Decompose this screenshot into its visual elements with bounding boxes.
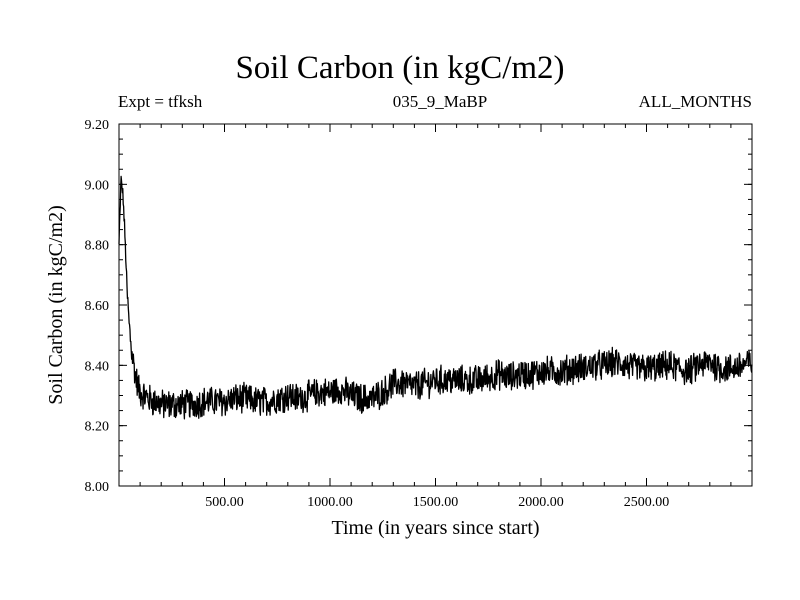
- y-tick-label: 8.60: [85, 299, 110, 314]
- x-axis-label: Time (in years since start): [331, 517, 539, 539]
- period-label: 035_9_MaBP: [392, 92, 488, 111]
- plot-frame: [118, 123, 753, 487]
- y-axis-label: Soil Carbon (in kgC/m2): [45, 205, 67, 404]
- y-tick-label: 8.40: [85, 359, 110, 374]
- x-tick-label: 1000.00: [307, 495, 353, 510]
- x-tick-label: 500.00: [205, 495, 244, 510]
- y-tick-label: 9.20: [85, 118, 110, 133]
- experiment-label: Expt = tfksh: [118, 92, 203, 111]
- x-tick-label: 2000.00: [518, 495, 564, 510]
- months-label: ALL_MONTHS: [638, 92, 752, 111]
- y-tick-label: 8.00: [85, 480, 110, 495]
- x-tick-label: 2500.00: [624, 495, 670, 510]
- y-tick-label: 8.20: [85, 420, 110, 435]
- y-tick-label: 8.80: [85, 239, 110, 254]
- chart-title: Soil Carbon (in kgC/m2): [235, 50, 565, 86]
- x-tick-label: 1500.00: [413, 495, 459, 510]
- y-tick-label: 9.00: [85, 178, 110, 193]
- soil-carbon-line: [118, 175, 753, 420]
